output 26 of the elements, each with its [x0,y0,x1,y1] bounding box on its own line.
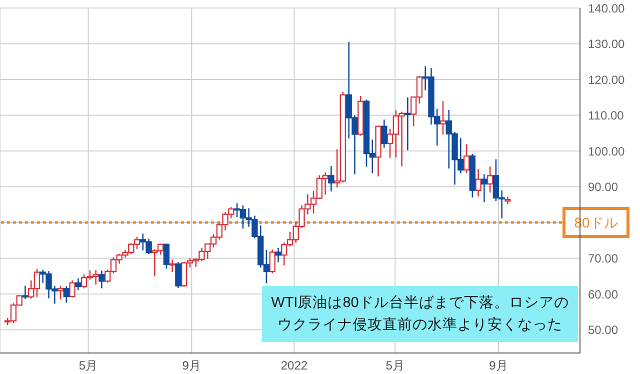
x-tick-label: 9月 [182,358,201,373]
candlestick [381,118,388,148]
x-tick-label: 5月 [386,358,404,373]
y-tick-label: 100.00 [588,144,626,158]
candlestick [269,249,276,274]
y-tick-label: 140.00 [588,1,626,16]
x-tick-label: 5月 [78,358,98,373]
candlestick [440,100,446,136]
candlestick [328,165,334,192]
candlestick [475,168,482,198]
y-tick-label: 110.00 [588,108,624,123]
y-tick-label: 90.00 [588,180,618,194]
candlestick [404,96,411,151]
candlestick [98,270,105,289]
annotation: WTI原油は80ドル台半ばまで下落。ロシアのウクライナ侵攻直前の水準より安くなった [270,294,570,335]
candlestick [481,174,488,203]
x-tick-label: 2022 [280,358,308,373]
y-tick-label: 120.00 [588,72,626,87]
candlestick [275,247,282,263]
y-tick-label: 70.00 [588,252,618,266]
candlestick [169,259,176,272]
y-tick-label: 60.00 [588,287,618,302]
y-tick-label: 50.00 [588,323,618,338]
x-tick-label: 9月 [489,358,508,373]
candlestick [75,278,82,291]
y-tick-label: 130.00 [588,37,626,52]
